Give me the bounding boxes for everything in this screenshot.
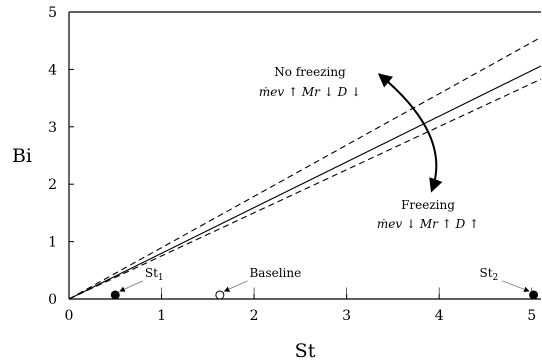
y-tick-label: 5	[48, 5, 57, 21]
x-tick-label: 5	[527, 308, 536, 324]
freezing-annotation: Freezing ṁev ↓ Mr ↑ D ↑	[377, 198, 479, 231]
series-layer	[68, 36, 542, 300]
solid-line	[68, 65, 542, 300]
dashed-bound-line	[68, 78, 542, 300]
points-layer: St1 Baseline St2	[110, 266, 539, 300]
x-tick-label: 3	[342, 308, 351, 324]
x-tick-label: 2	[250, 308, 259, 324]
freezing-trends: ṁev ↓ Mr ↑ D ↑	[377, 217, 479, 231]
point-leader-arrow	[119, 280, 144, 292]
point-leader-arrow	[502, 280, 530, 292]
trend-arrow	[377, 73, 443, 193]
point-label: St2	[479, 266, 498, 283]
no-freezing-trends: ṁev ↑ Mr ↓ D ↓	[259, 85, 361, 99]
point-leader-arrow	[223, 280, 248, 292]
x-tick-label: 1	[157, 308, 166, 324]
freezing-title: Freezing	[401, 198, 455, 212]
y-tick-label: 4	[48, 62, 57, 78]
y-axis-title: Bi	[12, 145, 32, 167]
ticks-layer: 0 1 2 3 4 5 0 1 2 3 4 5	[48, 5, 536, 324]
data-point	[215, 290, 225, 300]
x-tick-label: 4	[435, 308, 444, 324]
y-tick-label: 0	[48, 292, 57, 308]
x-tick-label: 0	[65, 308, 74, 324]
data-point	[529, 290, 539, 300]
point-label: Baseline	[249, 266, 301, 280]
data-point	[110, 290, 120, 300]
no-freezing-annotation: No freezing ṁev ↑ Mr ↓ D ↓	[259, 65, 361, 99]
y-tick-label: 3	[48, 120, 57, 136]
no-freezing-title: No freezing	[274, 65, 346, 79]
y-tick-label: 2	[48, 177, 57, 193]
plot-frame	[68, 11, 541, 300]
x-axis-title: St	[295, 340, 316, 362]
point-label: St1	[145, 266, 164, 283]
y-tick-label: 1	[48, 235, 57, 251]
